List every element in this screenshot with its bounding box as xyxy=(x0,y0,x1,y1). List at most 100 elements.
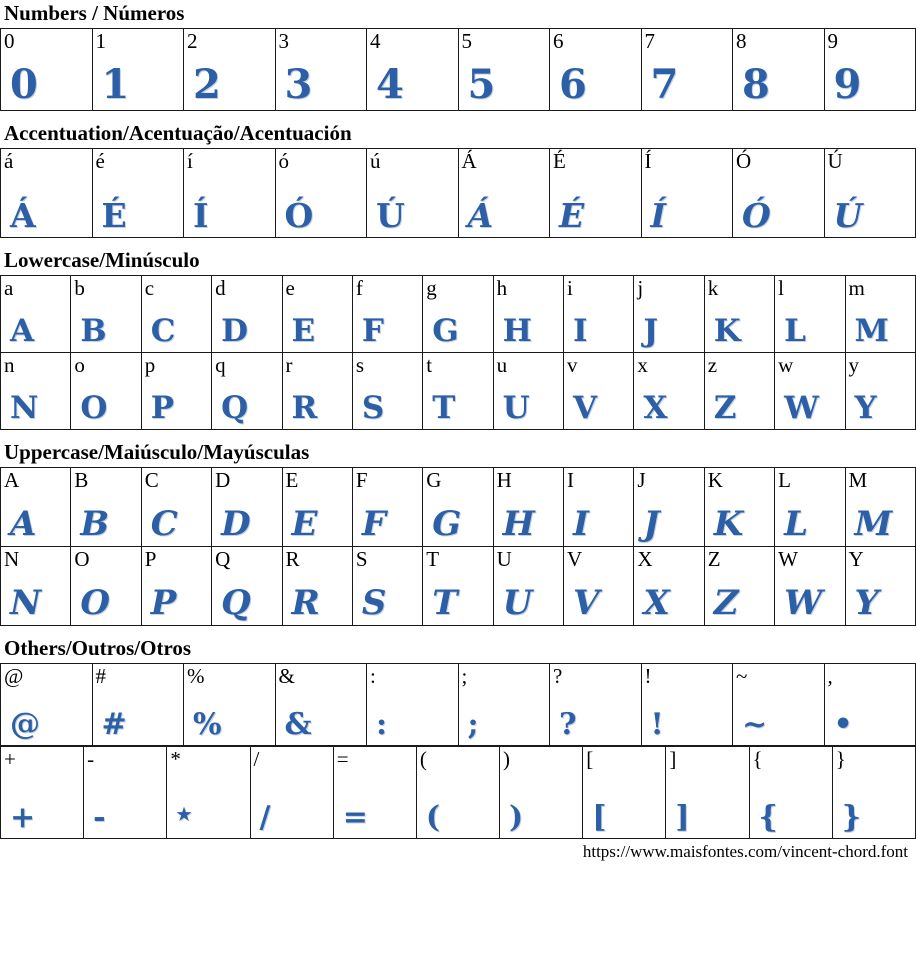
fancy-glyph: A xyxy=(10,504,37,545)
fancy-glyph: 4 xyxy=(376,61,404,109)
fancy-glyph: ! xyxy=(650,707,664,743)
fancy-glyph: Ú xyxy=(376,196,405,236)
plain-char: 3 xyxy=(278,29,290,54)
plain-char: v xyxy=(567,353,578,378)
plain-char: S xyxy=(355,547,368,572)
fancy-glyph: W xyxy=(784,390,819,427)
glyph-cell: , • xyxy=(823,663,916,747)
plain-char: í xyxy=(187,149,193,174)
glyph-cell: # # xyxy=(91,663,184,747)
plain-char: Ó xyxy=(736,149,752,174)
fancy-glyph: 8 xyxy=(742,61,770,109)
glyph-cell: )) xyxy=(499,746,584,840)
plain-char: [ xyxy=(586,747,594,772)
plain-char: M xyxy=(848,468,868,493)
plain-char: / xyxy=(253,747,260,772)
fancy-glyph: P xyxy=(150,583,177,624)
plain-char: ú xyxy=(370,149,381,174)
plain-char: Y xyxy=(848,547,864,572)
plain-char: : xyxy=(370,664,376,689)
fancy-glyph: B xyxy=(80,313,107,350)
plain-char: ) xyxy=(503,747,511,772)
plain-char: h xyxy=(496,276,508,301)
plain-char: - xyxy=(87,747,95,772)
fancy-glyph: É xyxy=(101,196,127,236)
fancy-glyph: L xyxy=(784,313,806,350)
fancy-glyph: Ú xyxy=(833,196,863,236)
fancy-glyph: J xyxy=(643,504,660,545)
plain-char: ( xyxy=(419,747,427,772)
plain-char: % xyxy=(187,664,205,689)
fancy-glyph: J xyxy=(643,313,659,350)
fancy-glyph: É xyxy=(559,196,585,236)
fancy-glyph: [ xyxy=(592,800,607,836)
plain-char: u xyxy=(496,353,508,378)
plain-char: b xyxy=(74,276,85,301)
section-title-numbers: Numbers / Números xyxy=(4,1,185,25)
plain-char: G xyxy=(426,468,442,493)
fancy-glyph: N xyxy=(10,583,42,624)
others-table-1: @ @ # #%% & &::;;??!! ~ ~, • xyxy=(0,663,916,747)
glyph-cell: @ @ xyxy=(0,663,93,747)
fancy-glyph: M xyxy=(854,313,889,350)
fancy-glyph: T xyxy=(432,390,456,427)
fancy-glyph: Ó xyxy=(284,196,314,236)
fancy-glyph: Z xyxy=(713,583,739,624)
fancy-glyph: H xyxy=(502,313,532,350)
fancy-glyph: Q xyxy=(221,583,251,624)
fancy-glyph: 7 xyxy=(650,61,679,109)
fancy-glyph: & xyxy=(284,707,312,743)
glyph-cell: ;; xyxy=(457,663,550,747)
fancy-glyph: # xyxy=(101,707,127,743)
fancy-glyph: Á xyxy=(467,196,494,236)
fancy-glyph: I xyxy=(573,313,588,350)
fancy-glyph: M xyxy=(854,504,893,545)
plain-char: J xyxy=(637,468,646,493)
fancy-glyph: % xyxy=(193,707,222,743)
fancy-glyph: ) xyxy=(509,800,524,836)
glyph-cell: }} xyxy=(831,746,916,840)
plain-char: 1 xyxy=(95,29,107,54)
glyph-cell: !! xyxy=(640,663,733,747)
section-title-accentuation: Accentuation/Acentuação/Acentuación xyxy=(4,121,352,146)
fancy-glyph: { xyxy=(758,800,778,836)
fancy-glyph: Z xyxy=(713,390,737,427)
plain-char: 6 xyxy=(553,29,564,54)
section-title-lowercase: Lowercase/Minúsculo xyxy=(4,248,200,273)
fancy-glyph: A xyxy=(10,313,35,350)
footer-url-link[interactable]: https://www.maisfontes.com/vincent-chord… xyxy=(582,842,908,862)
fancy-glyph: R xyxy=(291,583,320,624)
plain-char: P xyxy=(144,547,157,572)
plain-char: { xyxy=(752,747,763,772)
plain-char: ó xyxy=(278,149,290,174)
fancy-glyph: D xyxy=(221,313,249,350)
plain-char: H xyxy=(496,468,512,493)
glyph-cell: %% xyxy=(183,663,276,747)
plain-char: ] xyxy=(669,747,677,772)
